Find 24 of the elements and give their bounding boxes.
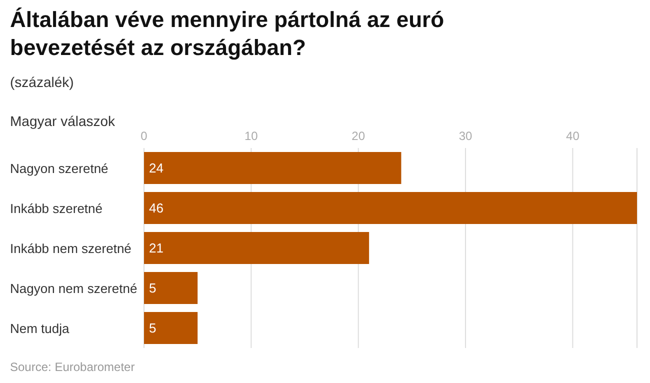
y-tick-label: Inkább nem szeretné <box>10 241 132 256</box>
data-label: 46 <box>149 200 164 216</box>
y-tick-label: Inkább szeretné <box>10 201 103 216</box>
bar <box>144 152 402 184</box>
bar <box>144 232 370 264</box>
data-label: 5 <box>149 320 156 336</box>
bar <box>144 312 198 344</box>
bar <box>144 272 198 304</box>
x-tick-label: 40 <box>566 129 580 143</box>
y-axis-title: Magyar válaszok <box>10 113 116 129</box>
x-tick-label: 20 <box>352 129 366 143</box>
y-tick-label: Nagyon nem szeretné <box>10 281 138 296</box>
data-label: 24 <box>149 160 164 176</box>
chart-subtitle: (százalék) <box>10 74 74 90</box>
data-label: 21 <box>149 240 164 256</box>
x-tick-label: 0 <box>140 129 148 143</box>
bar <box>144 192 637 224</box>
x-tick-label: 30 <box>458 129 473 143</box>
source-note: Source: Eurobarometer <box>10 360 135 374</box>
y-tick-label: Nem tudja <box>10 321 70 336</box>
x-tick-label: 10 <box>244 129 258 143</box>
y-tick-label: Nagyon szeretné <box>10 161 108 176</box>
data-label: 5 <box>149 280 156 296</box>
chart-title: Általában véve mennyire pártolná az euró bevezetését az országában? <box>10 6 446 62</box>
